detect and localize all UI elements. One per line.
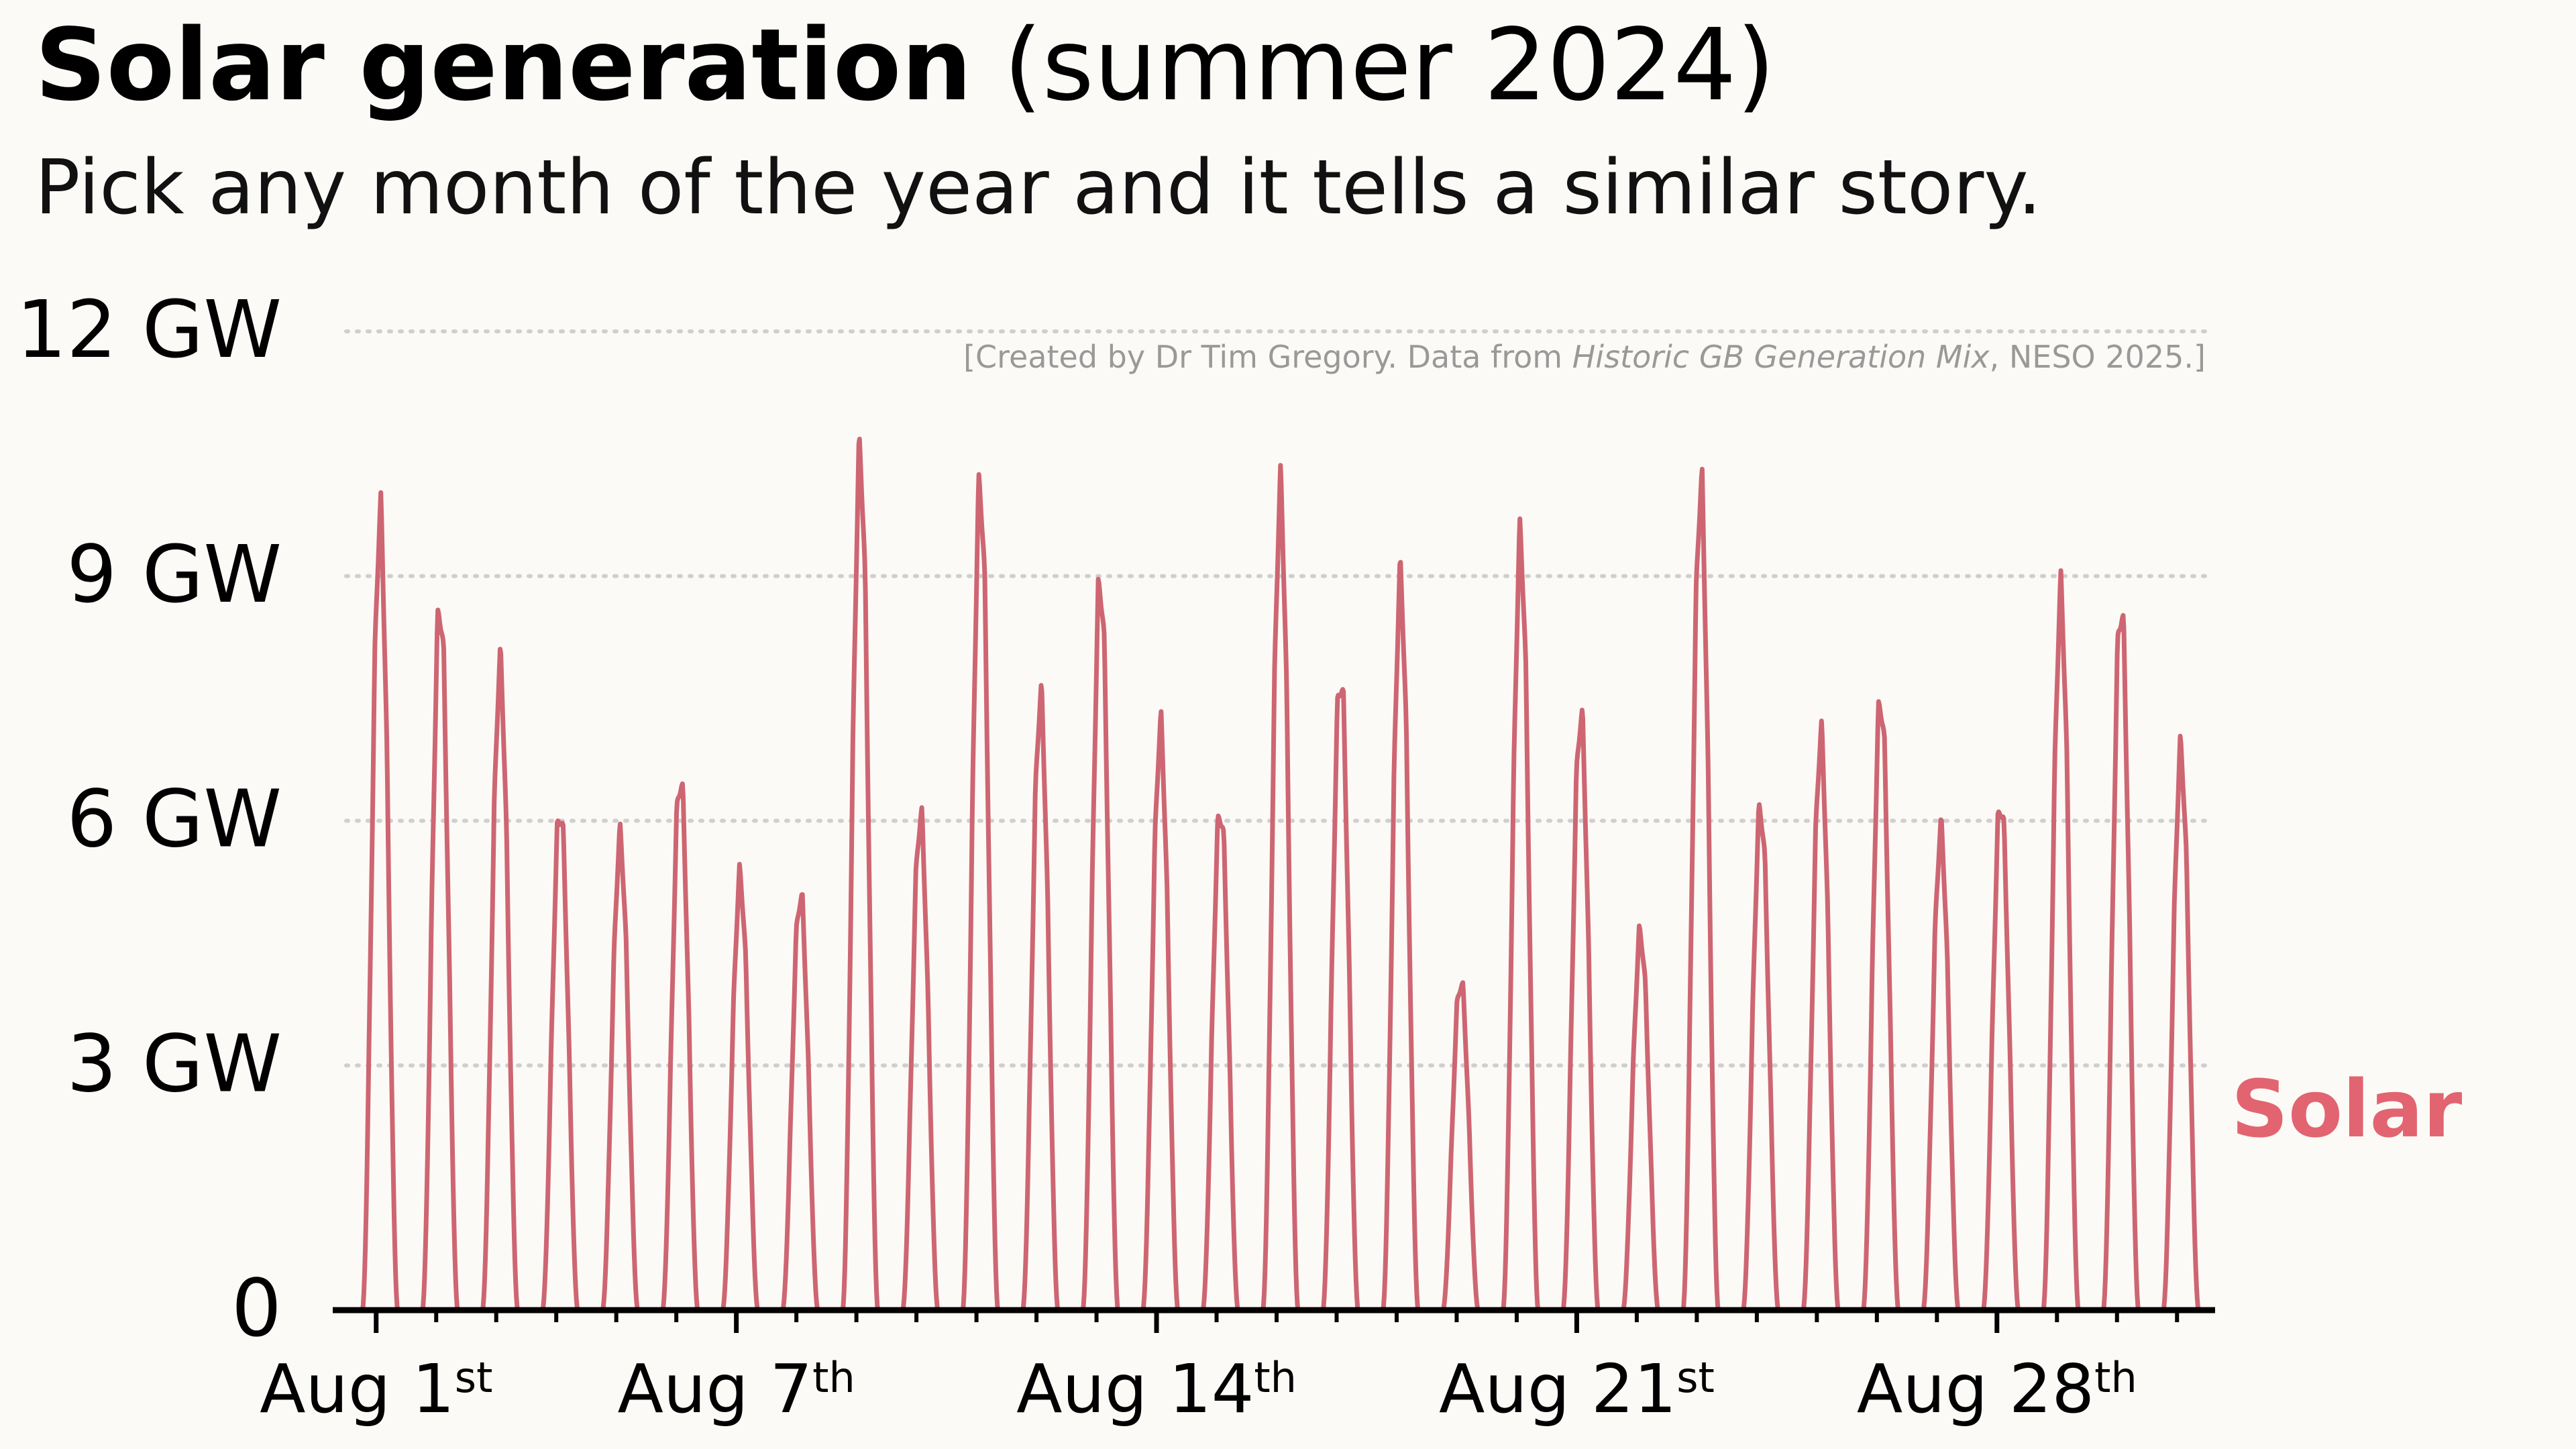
- credit-prefix: [Created by Dr Tim Gregory. Data from: [963, 339, 1572, 375]
- chart-title-bold: Solar generation: [35, 7, 972, 123]
- series-line-solar: [360, 437, 2201, 1313]
- y-axis-labels: 12 GW 9 GW 6 GW 3 GW 0: [16, 283, 282, 1354]
- x-tick-label: Aug 28th: [1857, 1350, 2137, 1428]
- series-label-solar: Solar: [2231, 1063, 2462, 1155]
- gridlines: [344, 329, 2209, 1068]
- credit-suffix: , NESO 2025.]: [1990, 339, 2206, 375]
- x-tick-label: Aug 14th: [1016, 1350, 1297, 1428]
- y-tick-label: 6 GW: [66, 773, 282, 865]
- credit-line: [Created by Dr Tim Gregory. Data from Hi…: [963, 339, 2206, 375]
- y-tick-label: 12 GW: [16, 283, 282, 376]
- x-tick-label: Aug 21st: [1439, 1350, 1715, 1428]
- x-axis: Aug 1st Aug 7th Aug 14th Aug 21st Aug 28th: [260, 1307, 2215, 1428]
- chart-title: Solar generation (summer 2024): [35, 7, 1775, 123]
- x-tick-label: Aug 1st: [260, 1350, 492, 1428]
- y-tick-label: 3 GW: [66, 1017, 282, 1110]
- chart-title-rest: (summer 2024): [972, 7, 1775, 123]
- x-tick-label: Aug 7th: [617, 1350, 855, 1428]
- series-group: [360, 437, 2201, 1313]
- y-tick-label: 0: [231, 1262, 282, 1354]
- credit-source: Historic GB Generation Mix: [1572, 339, 1990, 375]
- chart-subtitle: Pick any month of the year and it tells …: [35, 144, 2041, 231]
- y-tick-label: 9 GW: [66, 528, 282, 621]
